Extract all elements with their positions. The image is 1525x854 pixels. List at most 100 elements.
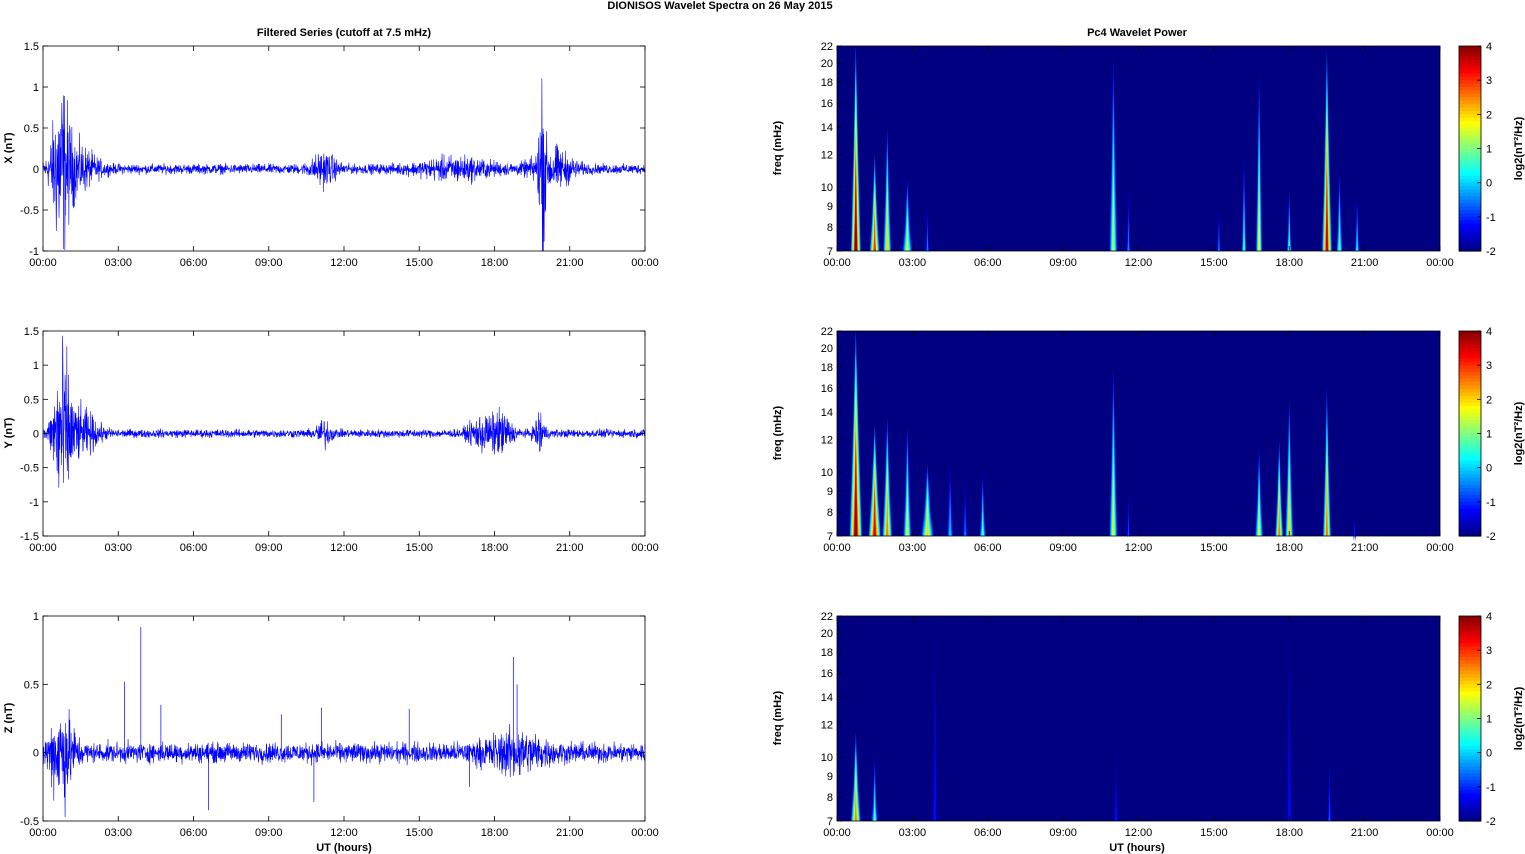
y-tick-label: -0.5	[20, 463, 39, 475]
colorbar-band	[1459, 711, 1481, 716]
colorbar-band	[1459, 179, 1481, 184]
x-tick-label: 09:00	[255, 257, 283, 269]
colorbar-band	[1459, 416, 1481, 421]
x-tick-label: 09:00	[255, 542, 283, 554]
colorbar-band	[1459, 756, 1481, 761]
right-column-title: Pc4 Wavelet Power	[1087, 27, 1188, 39]
x-tick-label: 18:00	[1275, 542, 1303, 554]
x-tick-label: 00:00	[1426, 542, 1454, 554]
colorbar-band	[1459, 199, 1481, 204]
colorbar-band	[1459, 210, 1481, 215]
x-tick-label: 12:00	[330, 827, 358, 839]
colorbar-band	[1459, 233, 1481, 238]
colorbar-band	[1459, 505, 1481, 510]
freq-tick-label: 9	[827, 486, 833, 498]
colorbar-band	[1459, 182, 1481, 187]
colorbar-band	[1459, 189, 1481, 194]
z-series-line	[42, 709, 646, 818]
colorbar-band	[1459, 762, 1481, 767]
colorbar-band	[1459, 769, 1481, 774]
colorbar-band	[1459, 389, 1481, 394]
colorbar-band	[1459, 227, 1481, 232]
wavelet-power-blob	[1278, 497, 1281, 536]
colorbar-band	[1459, 121, 1481, 126]
x-tick-label: 00:00	[823, 827, 851, 839]
y-tick-label: -1	[29, 497, 39, 509]
wavelet-power-blob	[1355, 229, 1359, 251]
colorbar-tick-label: -1	[1486, 782, 1496, 794]
colorbar-band	[1459, 481, 1481, 486]
colorbar-tick-label: -2	[1486, 816, 1496, 828]
colorbar-band	[1459, 375, 1481, 380]
x-tick-label: 03:00	[899, 257, 927, 269]
colorbar-band	[1459, 341, 1481, 346]
wavelet-power-blob	[906, 222, 909, 251]
colorbar-band	[1459, 331, 1481, 336]
colorbar-band	[1459, 409, 1481, 414]
colorbar-band	[1459, 447, 1481, 452]
wavelet-power-blob	[854, 454, 857, 536]
colorbar-band	[1459, 247, 1481, 252]
colorbar-band	[1459, 639, 1481, 644]
colorbar-band	[1459, 663, 1481, 668]
colorbar-band	[1459, 334, 1481, 339]
wavelet-power-blob	[963, 514, 967, 536]
x-tick-label: 09:00	[255, 827, 283, 839]
x-tick-label: 15:00	[1200, 542, 1228, 554]
x-tick-label: 12:00	[1125, 827, 1153, 839]
colorbar-tick-label: -1	[1486, 212, 1496, 224]
colorbar-tick-label: -2	[1486, 531, 1496, 543]
colorbar-band	[1459, 440, 1481, 445]
wavelet-power-blob	[1112, 172, 1115, 251]
colorbar-band	[1459, 532, 1481, 537]
colorbar-band	[1459, 354, 1481, 359]
colorbar-tick-label: -1	[1486, 497, 1496, 509]
colorbar-band	[1459, 134, 1481, 139]
colorbar-band	[1459, 718, 1481, 723]
y-tick-label: 1	[33, 82, 39, 94]
x-tick-label: 21:00	[556, 542, 584, 554]
freq-tick-label: 9	[827, 771, 833, 783]
wavelet-power-blob	[1217, 233, 1221, 252]
colorbar-band	[1459, 704, 1481, 709]
colorbar-band	[1459, 100, 1481, 105]
colorbar-band	[1459, 413, 1481, 418]
x-tick-label: 21:00	[1351, 827, 1379, 839]
colorbar-band	[1459, 104, 1481, 109]
colorbar-band	[1459, 46, 1481, 51]
colorbar-band	[1459, 515, 1481, 520]
left-column-title: Filtered Series (cutoff at 7.5 mHz)	[257, 27, 432, 39]
colorbar-band	[1459, 223, 1481, 228]
wavelet-power-blob	[906, 491, 909, 536]
freq-tick-label: 22	[821, 41, 833, 53]
colorbar-band	[1459, 90, 1481, 95]
colorbar-band	[1459, 715, 1481, 720]
colorbar-tick-label: 0	[1486, 463, 1492, 475]
colorbar-band	[1459, 498, 1481, 503]
colorbar-band	[1459, 107, 1481, 112]
colorbar-band	[1459, 694, 1481, 699]
x-tick-label: 15:00	[1200, 827, 1228, 839]
colorbar-band	[1459, 691, 1481, 696]
freq-tick-label: 22	[821, 611, 833, 623]
plot-area	[43, 616, 645, 821]
colorbar-band	[1459, 721, 1481, 726]
colorbar-band	[1459, 423, 1481, 428]
colorbar-band	[1459, 735, 1481, 740]
right-xlabel: UT (hours)	[1109, 842, 1165, 854]
x-tick-label: 06:00	[180, 257, 208, 269]
colorbar-band	[1459, 474, 1481, 479]
wavelet-power-blob	[1242, 212, 1246, 251]
colorbar-band	[1459, 172, 1481, 177]
y-tick-label: 1	[33, 611, 39, 623]
colorbar-band	[1459, 392, 1481, 397]
colorbar-tick-label: -2	[1486, 246, 1496, 258]
x-tick-label: 03:00	[899, 542, 927, 554]
colorbar-band	[1459, 145, 1481, 150]
colorbar-band	[1459, 471, 1481, 476]
colorbar-band	[1459, 97, 1481, 102]
colorbar-band	[1459, 780, 1481, 785]
z-component-panel: 10.50-0.500:00 03:00 06:00 09:00 12:00 15:00 1…	[3, 611, 659, 839]
colorbar-band	[1459, 93, 1481, 98]
